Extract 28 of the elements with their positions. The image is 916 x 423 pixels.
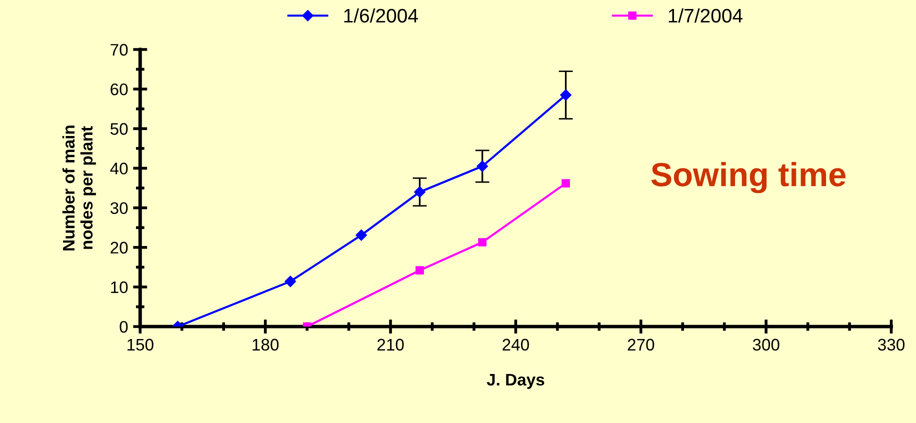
point — [562, 179, 570, 188]
x-tick-label: 180 — [252, 338, 279, 351]
y-tick-label: 30 — [110, 202, 128, 214]
point — [356, 230, 367, 241]
x-tick-label: 330 — [878, 338, 905, 351]
legend-label: 1/7/2004 — [668, 8, 742, 23]
y-tick-label: 10 — [111, 281, 128, 294]
x-tick-label: 210 — [377, 338, 404, 351]
x-axis-title: J. Days — [486, 374, 544, 389]
point — [478, 238, 486, 246]
x-tick-label: 270 — [628, 338, 654, 351]
y-tick-label: 50 — [110, 123, 128, 135]
annotation: Sowing time — [651, 162, 846, 194]
y-tick-label: 20 — [110, 242, 128, 254]
point — [476, 160, 488, 172]
y-tick-label: 40 — [110, 162, 128, 174]
x-tick-label: 150 — [128, 338, 154, 351]
point — [284, 276, 296, 288]
y-tick-label: 70 — [110, 44, 128, 56]
y-tick-label: 0 — [120, 320, 128, 333]
x-tick-label: 240 — [502, 338, 529, 351]
point — [416, 266, 424, 275]
point — [560, 89, 572, 101]
point — [414, 186, 426, 198]
legend-label: 1/6/2004 — [344, 8, 418, 23]
x-tick-label: 300 — [752, 338, 780, 351]
y-axis-title: Number of main nodes per plant — [62, 126, 96, 250]
y-tick-label: 60 — [110, 83, 128, 96]
